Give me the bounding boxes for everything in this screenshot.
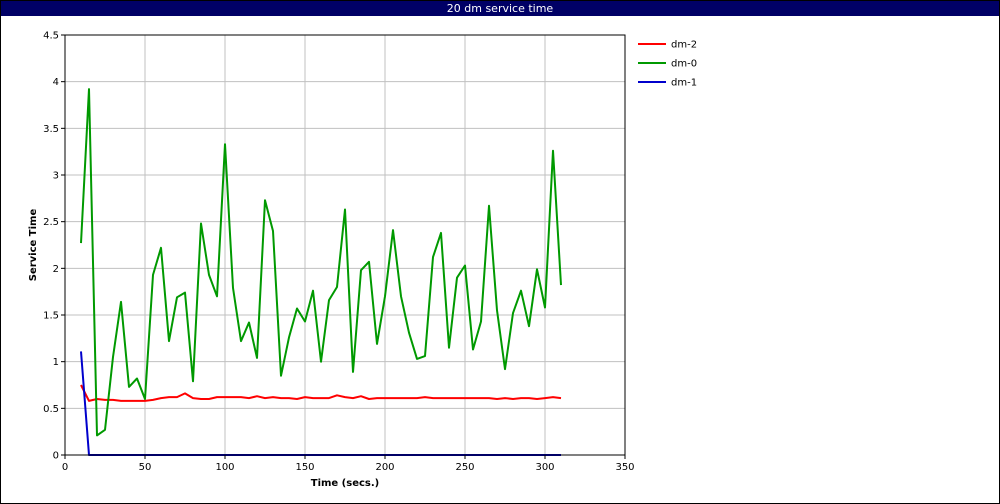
x-tick-label: 50 (139, 462, 152, 473)
plot-area (65, 35, 625, 455)
x-tick-label: 350 (615, 462, 634, 473)
series-line-dm-0 (80, 88, 562, 437)
x-tick-label: 150 (295, 462, 314, 473)
legend: dm-2 dm-0 dm-1 (638, 40, 697, 89)
y-tick-label: 3.5 (43, 124, 59, 135)
y-axis-title: Service Time (28, 209, 39, 282)
x-axis-title: Time (secs.) (311, 478, 380, 489)
legend-label-dm-1: dm-1 (671, 78, 697, 89)
y-tick-label: 4 (53, 77, 59, 88)
x-tick-label: 250 (455, 462, 474, 473)
y-tick-label: 0 (53, 451, 59, 462)
series-line-dm-2 (80, 384, 562, 402)
x-tick-label: 100 (215, 462, 234, 473)
chart-title: 20 dm service time (1, 1, 999, 16)
x-tick-label: 0 (62, 462, 68, 473)
x-tick-label: 200 (375, 462, 394, 473)
x-tick-label: 300 (535, 462, 554, 473)
y-tick-label: 4.5 (43, 31, 59, 42)
y-tick-label: 2.5 (43, 217, 59, 228)
plot-border (64, 34, 626, 456)
y-tick-label: 2 (53, 264, 59, 275)
legend-label-dm-2: dm-2 (671, 40, 697, 51)
y-axis: 0 0.5 1 1.5 2 2.5 3 3.5 4 4.5 (43, 31, 65, 462)
y-tick-label: 0.5 (43, 404, 59, 415)
y-tick-label: 1 (53, 357, 59, 368)
y-tick-label: 1.5 (43, 311, 59, 322)
legend-label-dm-0: dm-0 (671, 59, 697, 70)
y-tick-label: 3 (53, 171, 59, 182)
x-axis: 0 50 100 150 200 250 300 350 (62, 455, 635, 473)
